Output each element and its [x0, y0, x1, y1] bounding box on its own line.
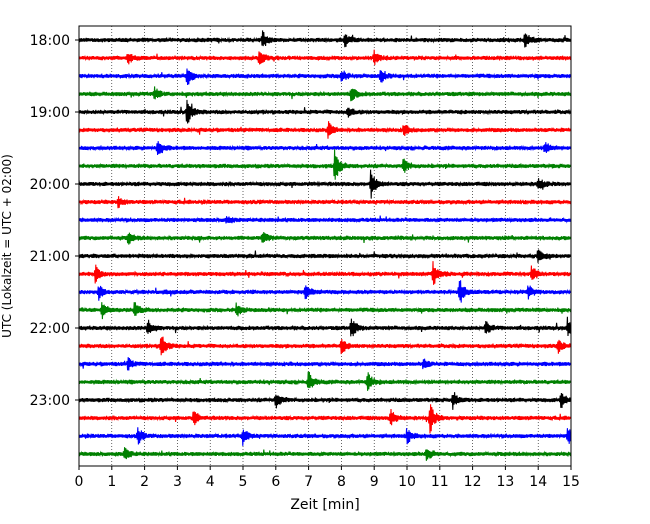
trace-2200	[78, 316, 571, 337]
trace-1945	[78, 149, 571, 180]
trace-2000	[78, 169, 571, 199]
x-tick-label: 3	[173, 474, 182, 490]
x-tick-label: 8	[337, 474, 346, 490]
trace-2045	[78, 231, 571, 245]
trace-2115	[78, 261, 571, 285]
x-tick-label: 11	[431, 474, 449, 490]
x-tick-label: 7	[304, 474, 313, 490]
trace-2330	[78, 427, 571, 446]
trace-2245	[78, 371, 571, 391]
trace-2300	[78, 392, 571, 410]
trace-1915	[78, 121, 571, 139]
y-axis-title: UTC (Lokalzeit = UTC + 02:00)	[0, 154, 14, 338]
y-tick-label: 22:00	[30, 321, 70, 337]
x-tick-label: 13	[496, 474, 514, 490]
trace-2345	[78, 447, 571, 461]
seismic-traces	[78, 30, 571, 461]
vertical-gridlines	[111, 26, 539, 466]
trace-1815	[78, 49, 571, 66]
y-tick-label: 21:00	[30, 249, 70, 265]
y-axis-ticks: 18:00 19:00 20:00 21:00 22:00 23:00	[30, 33, 79, 409]
trace-2315	[78, 404, 571, 434]
x-axis-title: Zeit [min]	[290, 497, 359, 513]
x-axis-ticks: 0 1 2 3 4 5 6 7 8 9 10 11 12 13 14 15	[75, 466, 580, 490]
plot-frame	[78, 25, 572, 467]
y-tick-label: 18:00	[30, 33, 70, 49]
x-tick-label: 9	[370, 474, 379, 490]
trace-1800	[78, 30, 571, 48]
y-tick-label: 20:00	[30, 177, 70, 193]
x-tick-label: 12	[464, 474, 482, 490]
x-tick-label: 4	[206, 474, 215, 490]
trace-2145	[78, 302, 571, 320]
trace-1845	[78, 86, 571, 102]
x-tick-label: 14	[529, 474, 547, 490]
trace-2100	[78, 249, 571, 263]
x-tick-label: 5	[239, 474, 248, 490]
x-tick-label: 0	[75, 474, 84, 490]
trace-2030	[78, 215, 571, 224]
trace-2230	[78, 357, 571, 371]
y-tick-label: 19:00	[30, 105, 70, 121]
trace-2130	[78, 280, 571, 303]
x-tick-label: 10	[398, 474, 416, 490]
trace-1900	[78, 99, 571, 124]
trace-1830	[78, 68, 571, 86]
x-tick-label: 6	[271, 474, 280, 490]
trace-2015	[78, 196, 571, 209]
trace-1930	[78, 141, 571, 156]
y-tick-label: 23:00	[30, 393, 70, 409]
x-tick-label: 2	[140, 474, 149, 490]
x-tick-label: 1	[107, 474, 116, 490]
x-tick-label: 15	[562, 474, 580, 490]
trace-2215	[78, 336, 571, 356]
